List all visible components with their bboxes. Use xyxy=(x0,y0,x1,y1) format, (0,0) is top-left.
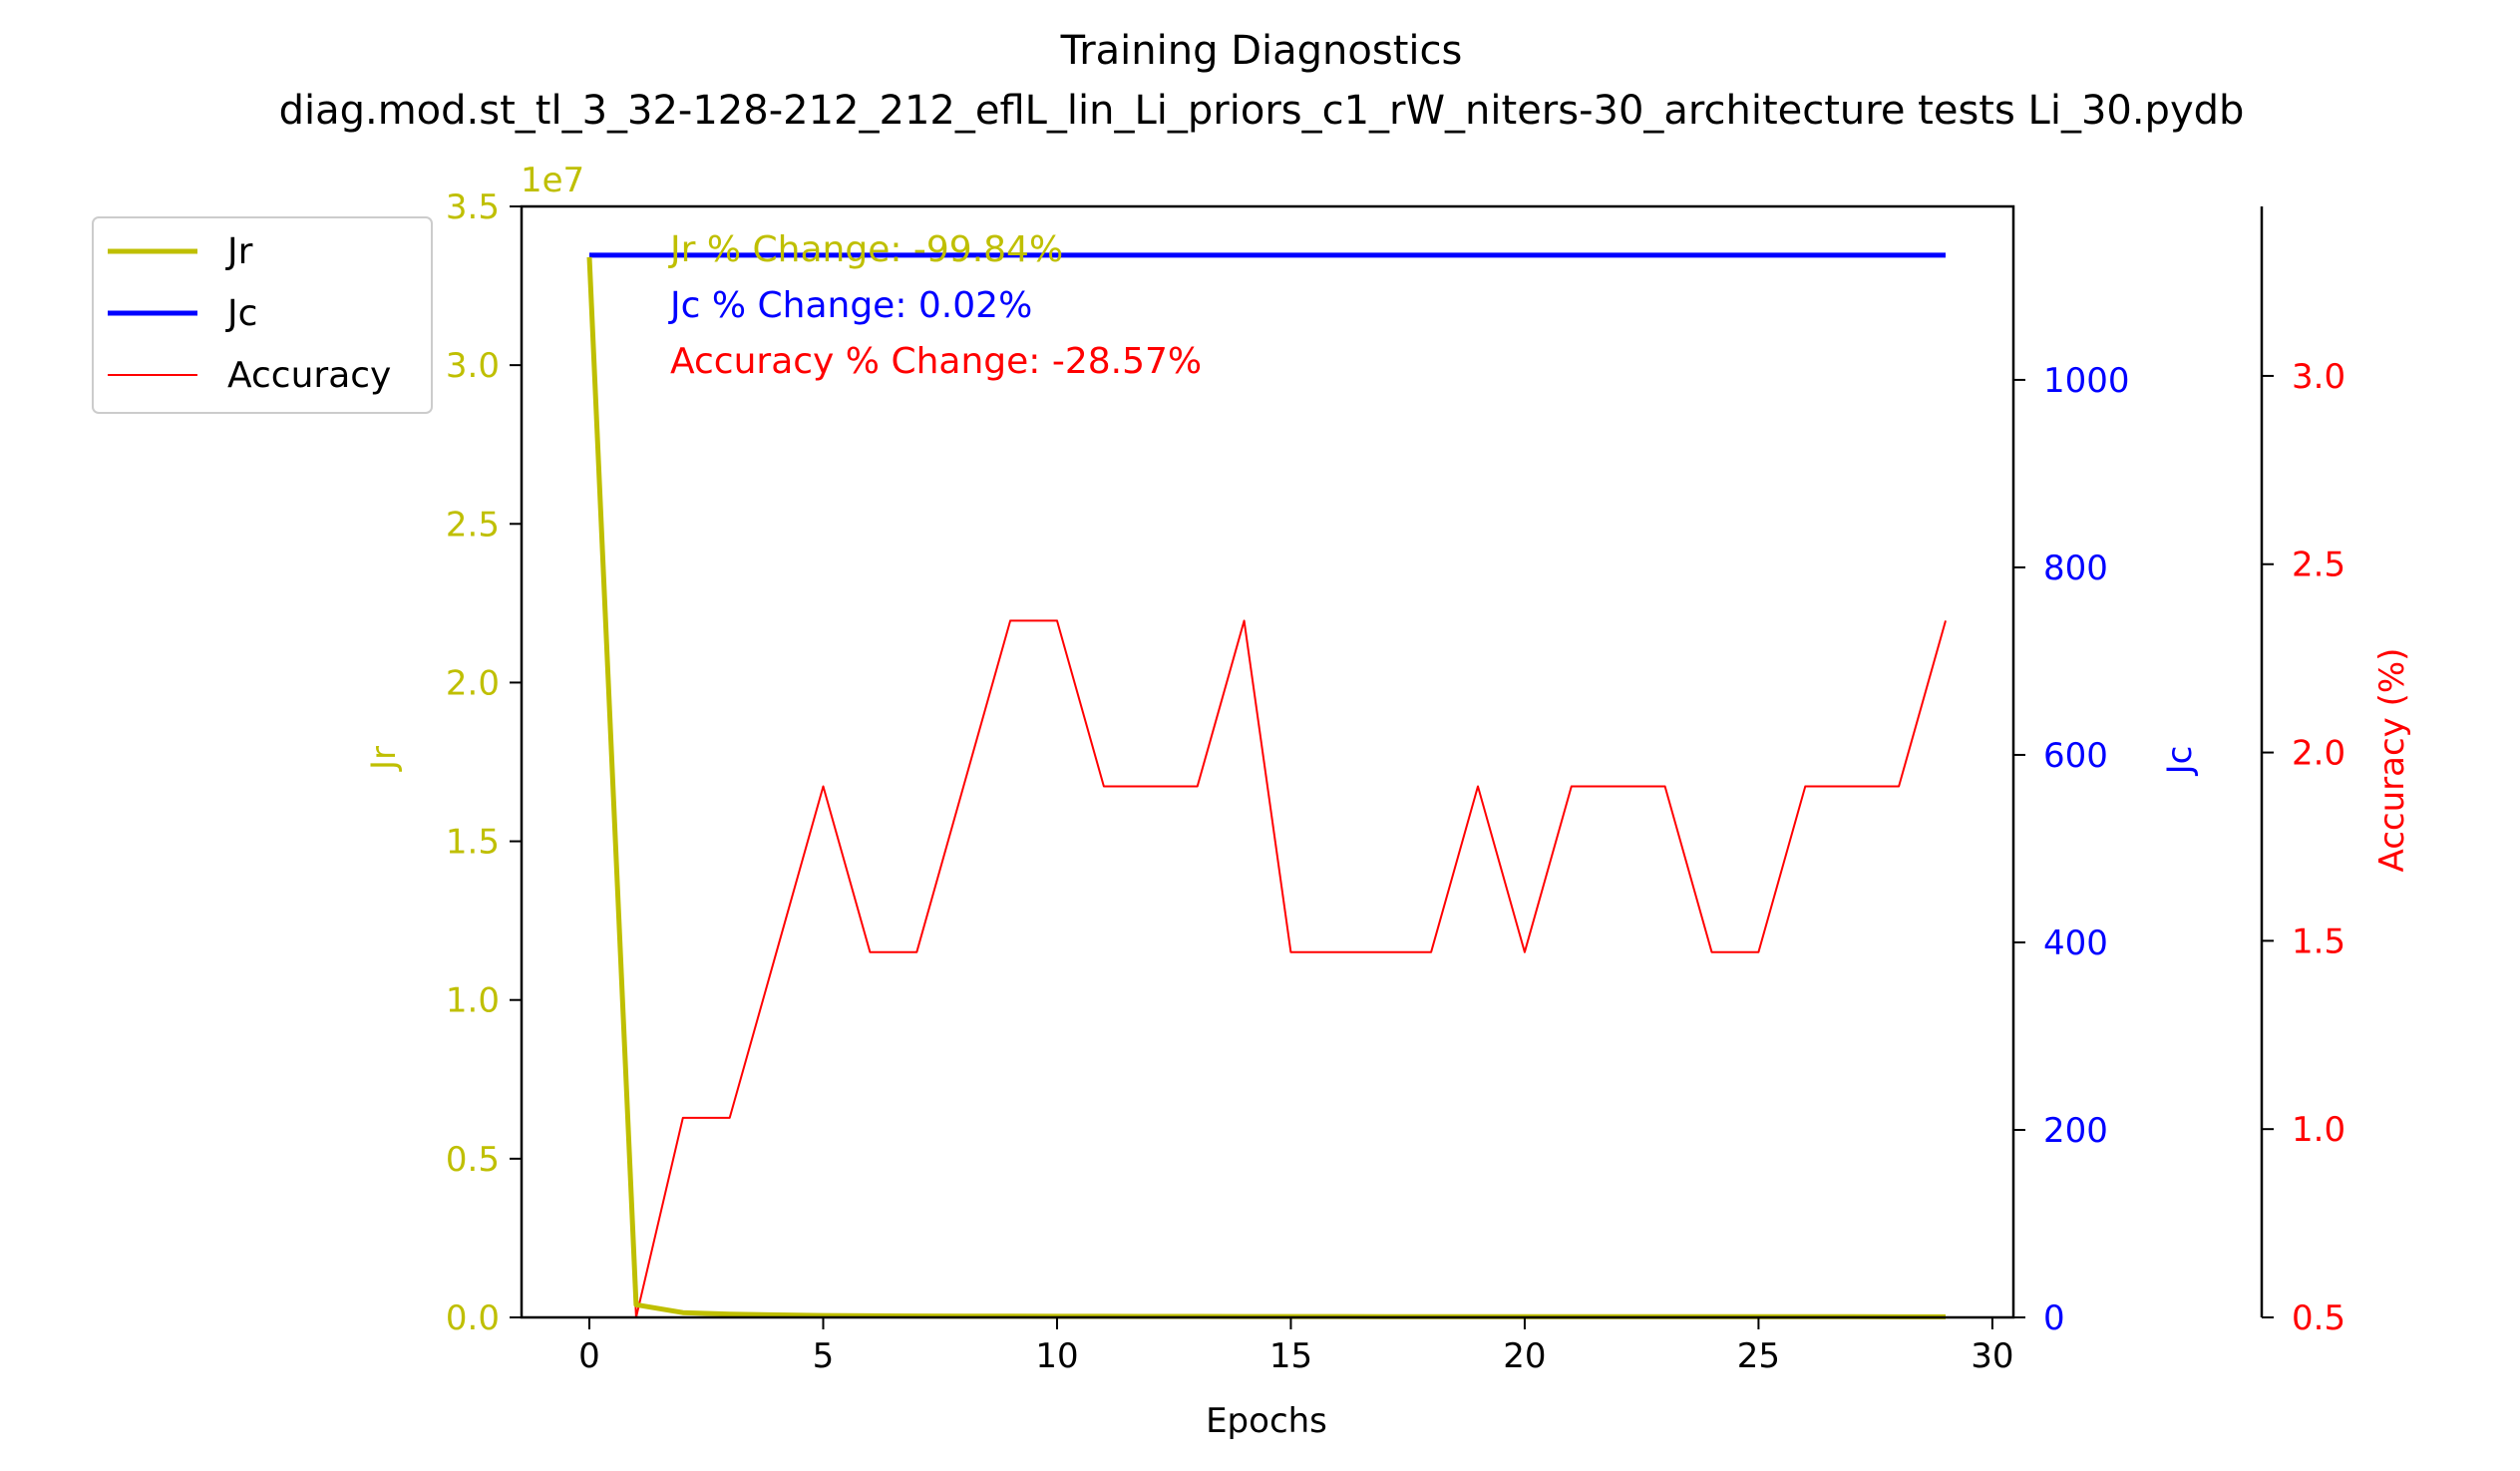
legend-label-jr: Jr xyxy=(225,231,253,272)
annotation-jc-change: Jc % Change: 0.02% xyxy=(668,285,1032,326)
left-axis-label: Jr xyxy=(364,746,404,772)
x-tick-label: 30 xyxy=(1971,1336,2013,1376)
left-tick-label: 3.0 xyxy=(446,346,500,386)
left-tick-label: 3.5 xyxy=(446,187,500,227)
x-axis-label: Epochs xyxy=(1206,1401,1327,1441)
x-tick-label: 15 xyxy=(1269,1336,1312,1376)
far-right-axis-label: Accuracy (%) xyxy=(2372,648,2412,873)
left-tick-label: 0.5 xyxy=(446,1140,500,1180)
x-tick-label: 0 xyxy=(578,1336,600,1376)
left-tick-label: 2.5 xyxy=(446,505,500,545)
left-tick-label: 1.0 xyxy=(446,981,500,1021)
left-tick-label: 1.5 xyxy=(446,823,500,863)
right-tick-label: 600 xyxy=(2043,736,2108,776)
annotation-jr-change: Jr % Change: -99.84% xyxy=(668,229,1063,270)
far-right-tick-label: 2.0 xyxy=(2292,734,2345,774)
far-right-tick-label: 3.0 xyxy=(2292,357,2345,397)
right-tick-label: 200 xyxy=(2043,1111,2108,1151)
series-group xyxy=(589,255,1946,1317)
x-tick-label: 25 xyxy=(1737,1336,1780,1376)
far-right-tick-label: 0.5 xyxy=(2292,1298,2345,1338)
far-right-tick-label: 1.0 xyxy=(2292,1110,2345,1150)
series-line-accuracy xyxy=(589,263,1946,1317)
right-tick-label: 0 xyxy=(2043,1298,2065,1338)
right-axis-label: Jc xyxy=(2160,746,2200,777)
left-tick-label: 0.0 xyxy=(446,1298,500,1338)
chart-subtitle: diag.mod.st_tl_3_32-128-212_212_eflL_lin… xyxy=(279,88,2245,134)
legend-label-accuracy: Accuracy xyxy=(227,355,391,396)
x-tick-label: 5 xyxy=(813,1336,835,1376)
far-right-tick-label: 1.5 xyxy=(2292,921,2345,961)
annotation-accuracy-change: Accuracy % Change: -28.57% xyxy=(670,341,1202,382)
far-right-tick-label: 2.5 xyxy=(2292,546,2345,585)
x-tick-label: 10 xyxy=(1035,1336,1078,1376)
right-tick-label: 1000 xyxy=(2043,361,2130,401)
chart-title: Training Diagnostics xyxy=(1060,28,1463,74)
left-tick-label: 2.0 xyxy=(446,663,500,703)
right-tick-label: 400 xyxy=(2043,923,2108,963)
legend-label-jc: Jc xyxy=(225,293,257,334)
left-axis-offset-label: 1e7 xyxy=(521,161,584,200)
legend: Jr Jc Accuracy xyxy=(93,217,432,413)
right-tick-label: 800 xyxy=(2043,549,2108,588)
x-tick-label: 20 xyxy=(1503,1336,1546,1376)
